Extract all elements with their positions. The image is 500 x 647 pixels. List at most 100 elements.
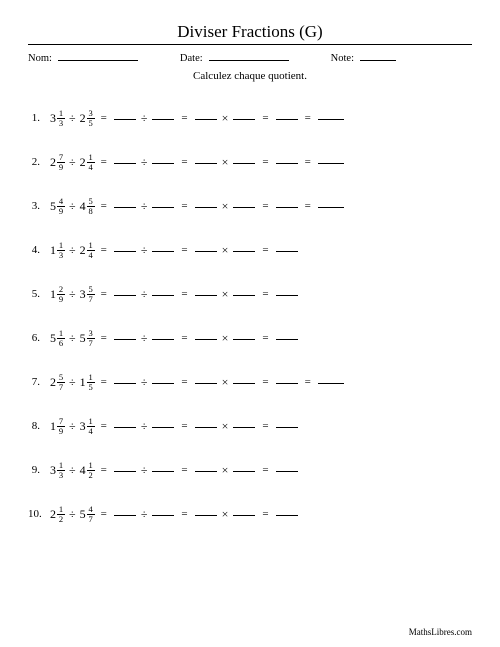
mixed-fraction: 357 bbox=[80, 283, 95, 305]
answer-blank[interactable] bbox=[114, 156, 136, 164]
numerator: 1 bbox=[87, 373, 93, 382]
answer-blank[interactable] bbox=[152, 156, 174, 164]
fraction-part: 58 bbox=[87, 197, 95, 215]
equals-sign: = bbox=[95, 376, 113, 388]
fraction-part: 57 bbox=[87, 285, 95, 303]
denominator: 9 bbox=[58, 295, 64, 304]
answer-blank[interactable] bbox=[195, 156, 217, 164]
answer-blank[interactable] bbox=[276, 332, 298, 340]
answer-blank[interactable] bbox=[152, 332, 174, 340]
answer-blank[interactable] bbox=[276, 464, 298, 472]
mixed-fraction: 537 bbox=[80, 327, 95, 349]
answer-blank[interactable] bbox=[276, 288, 298, 296]
numerator: 3 bbox=[87, 329, 93, 338]
answer-blank[interactable] bbox=[114, 508, 136, 516]
date-line[interactable] bbox=[209, 51, 289, 61]
answer-blank[interactable] bbox=[276, 376, 298, 384]
answer-blank[interactable] bbox=[276, 156, 298, 164]
answer-blank[interactable] bbox=[152, 508, 174, 516]
equals-sign: = bbox=[299, 112, 317, 124]
denominator: 4 bbox=[87, 251, 93, 260]
operator: ÷ bbox=[137, 111, 152, 126]
answer-blank[interactable] bbox=[195, 464, 217, 472]
answer-blank[interactable] bbox=[276, 244, 298, 252]
answer-blank[interactable] bbox=[152, 200, 174, 208]
answer-blank[interactable] bbox=[195, 244, 217, 252]
equals-sign: = bbox=[175, 244, 193, 256]
operator: × bbox=[218, 463, 233, 478]
answer-blank[interactable] bbox=[233, 508, 255, 516]
denominator: 9 bbox=[58, 163, 64, 172]
answer-blank[interactable] bbox=[114, 288, 136, 296]
answer-blank[interactable] bbox=[195, 508, 217, 516]
answer-blank[interactable] bbox=[318, 376, 344, 384]
equals-sign: = bbox=[175, 464, 193, 476]
answer-blank[interactable] bbox=[318, 112, 344, 120]
answer-blank[interactable] bbox=[152, 288, 174, 296]
equals-sign: = bbox=[175, 112, 193, 124]
answer-blank[interactable] bbox=[233, 332, 255, 340]
denominator: 5 bbox=[87, 383, 93, 392]
answer-blank[interactable] bbox=[195, 332, 217, 340]
answer-blank[interactable] bbox=[233, 288, 255, 296]
instruction-text: Calculez chaque quotient. bbox=[28, 70, 472, 82]
equals-sign: = bbox=[95, 112, 113, 124]
answer-blank[interactable] bbox=[152, 244, 174, 252]
problem-row: 8.179÷314=÷=×= bbox=[28, 404, 472, 448]
answer-blank[interactable] bbox=[276, 508, 298, 516]
answer-blank[interactable] bbox=[276, 112, 298, 120]
problem-number: 8. bbox=[28, 420, 44, 432]
answer-blank[interactable] bbox=[152, 464, 174, 472]
answer-blank[interactable] bbox=[195, 112, 217, 120]
fraction-part: 12 bbox=[87, 461, 95, 479]
equals-sign: = bbox=[299, 156, 317, 168]
answer-blank[interactable] bbox=[114, 332, 136, 340]
answer-blank[interactable] bbox=[152, 420, 174, 428]
answer-blank[interactable] bbox=[233, 200, 255, 208]
numerator: 1 bbox=[87, 417, 93, 426]
mixed-fraction: 313 bbox=[50, 107, 65, 129]
operator: ÷ bbox=[137, 155, 152, 170]
operator: × bbox=[218, 243, 233, 258]
worksheet-page: Diviser Fractions (G) Nom: Date: Note: C… bbox=[0, 0, 500, 536]
denominator: 6 bbox=[58, 339, 64, 348]
answer-blank[interactable] bbox=[276, 420, 298, 428]
operator: ÷ bbox=[137, 419, 152, 434]
mixed-fraction: 129 bbox=[50, 283, 65, 305]
answer-blank[interactable] bbox=[114, 244, 136, 252]
equals-sign: = bbox=[95, 464, 113, 476]
numerator: 2 bbox=[58, 285, 64, 294]
fraction-part: 12 bbox=[57, 505, 65, 523]
answer-blank[interactable] bbox=[114, 464, 136, 472]
whole-part: 3 bbox=[50, 111, 57, 126]
answer-blank[interactable] bbox=[233, 376, 255, 384]
answer-blank[interactable] bbox=[233, 464, 255, 472]
answer-blank[interactable] bbox=[114, 376, 136, 384]
problem-number: 9. bbox=[28, 464, 44, 476]
answer-blank[interactable] bbox=[195, 200, 217, 208]
equals-sign: = bbox=[175, 508, 193, 520]
answer-blank[interactable] bbox=[233, 156, 255, 164]
answer-blank[interactable] bbox=[114, 420, 136, 428]
answer-blank[interactable] bbox=[318, 200, 344, 208]
equals-sign: = bbox=[95, 332, 113, 344]
answer-blank[interactable] bbox=[233, 112, 255, 120]
operator: ÷ bbox=[137, 507, 152, 522]
answer-blank[interactable] bbox=[233, 420, 255, 428]
answer-blank[interactable] bbox=[276, 200, 298, 208]
answer-blank[interactable] bbox=[195, 376, 217, 384]
answer-blank[interactable] bbox=[318, 156, 344, 164]
answer-blank[interactable] bbox=[114, 112, 136, 120]
answer-blank[interactable] bbox=[233, 244, 255, 252]
problem-number: 2. bbox=[28, 156, 44, 168]
denominator: 4 bbox=[87, 163, 93, 172]
answer-blank[interactable] bbox=[195, 288, 217, 296]
answer-blank[interactable] bbox=[195, 420, 217, 428]
answer-blank[interactable] bbox=[152, 376, 174, 384]
answer-blank[interactable] bbox=[114, 200, 136, 208]
answer-blank[interactable] bbox=[152, 112, 174, 120]
problem-number: 10. bbox=[28, 508, 44, 520]
note-line[interactable] bbox=[360, 51, 396, 61]
operator: ÷ bbox=[137, 463, 152, 478]
name-line[interactable] bbox=[58, 51, 138, 61]
